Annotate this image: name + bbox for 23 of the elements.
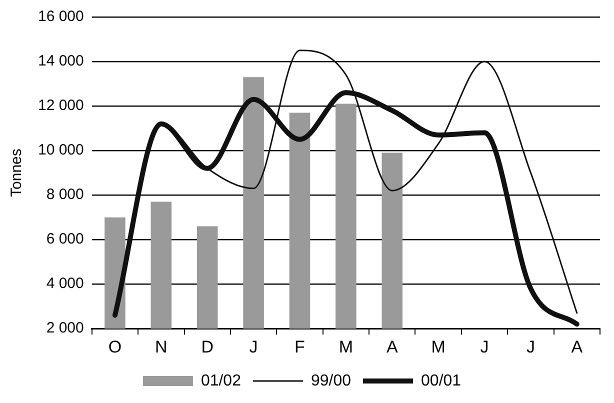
x-tick-label: M: [338, 337, 354, 356]
y-tick-label: 6 000: [46, 230, 84, 248]
x-tick-label: N: [155, 337, 168, 356]
x-tick-label: J: [526, 337, 535, 356]
x-tick-label: J: [249, 337, 258, 356]
y-axis-title: Tonnes: [8, 148, 26, 197]
x-tick-label: O: [108, 337, 122, 356]
y-tick-label: 4 000: [46, 275, 84, 292]
y-tick-label: 16 000: [38, 8, 84, 26]
legend-label: 99/00: [310, 372, 352, 390]
y-tick-label: 2 000: [46, 320, 84, 337]
x-tick-label: M: [431, 337, 446, 356]
x-tick-label: D: [201, 337, 214, 356]
x-tick-label: A: [571, 337, 584, 356]
y-tick-label: 10 000: [38, 142, 84, 159]
legend-label: 00/01: [421, 372, 462, 390]
legend-label: 01/02: [200, 372, 242, 390]
y-tick-label: 14 000: [38, 52, 84, 70]
y-tick-label: 12 000: [38, 97, 84, 114]
x-tick-label: J: [480, 337, 489, 356]
x-tick-label: F: [294, 337, 305, 356]
x-tick-label: A: [386, 337, 398, 356]
y-tick-label: 8 000: [46, 186, 84, 204]
